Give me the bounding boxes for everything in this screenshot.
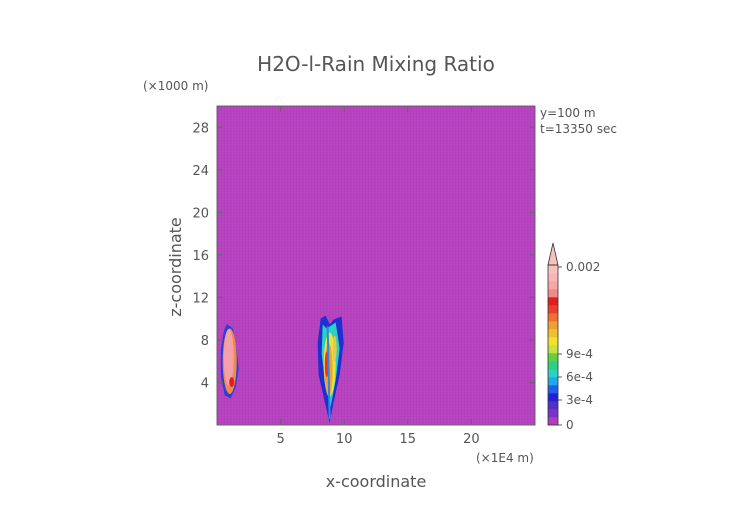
x-tick-label: 20 [463, 432, 480, 447]
colorbar-label: 0 [566, 418, 574, 432]
colorbar-segment [548, 265, 558, 274]
y-tick-label: 12 [192, 291, 209, 306]
colorbar-segment [548, 377, 558, 386]
colorbar-segment [548, 313, 558, 322]
colorbar-segment [548, 321, 558, 330]
colorbar: 0 3e-4 6e-4 9e-4 0.002 [547, 242, 600, 432]
y-unit-label: (×1000 m) [143, 79, 208, 93]
data-features [220, 315, 344, 423]
y-tick-label: 20 [192, 206, 209, 221]
y-axis-label: z-coordinate [166, 217, 185, 317]
feature-left-core [223, 329, 234, 386]
feature-left-peak [229, 377, 235, 388]
colorbar-segment [548, 385, 558, 394]
colorbar-segment [548, 281, 558, 290]
colorbar-segment [548, 305, 558, 314]
colorbar-segment [548, 393, 558, 402]
x-axis-label: x-coordinate [326, 472, 427, 491]
colorbar-label: 9e-4 [566, 347, 593, 361]
colorbar-segment [548, 409, 558, 418]
colorbar-segment [548, 361, 558, 370]
plot-border [216, 105, 536, 426]
colorbar-border [547, 264, 559, 426]
colorbar-segment [548, 345, 558, 354]
colorbar-segment [548, 297, 558, 306]
feature-right-branch [332, 335, 337, 362]
plot-area [216, 105, 536, 426]
y-axis: 4 8 12 16 20 24 28 [192, 121, 535, 391]
y-tick-label: 24 [192, 164, 209, 179]
colorbar-segment [548, 273, 558, 282]
annotation-t: t=13350 sec [540, 122, 617, 136]
colorbar-label: 3e-4 [566, 393, 593, 407]
plot-grid [217, 106, 535, 425]
x-tick-label: 15 [400, 432, 417, 447]
x-axis: 5 10 15 20 [276, 106, 480, 447]
chart-title: H2O-l-Rain Mixing Ratio [257, 52, 495, 76]
x-tick-label: 5 [276, 432, 284, 447]
colorbar-label: 6e-4 [566, 370, 593, 384]
colorbar-segment [548, 337, 558, 346]
colorbar-arrow [547, 242, 559, 266]
y-tick-label: 16 [192, 249, 209, 264]
annotation-y: y=100 m [540, 106, 596, 120]
colorbar-segment [548, 353, 558, 362]
colorbar-segment [548, 401, 558, 410]
y-tick-label: 4 [201, 376, 209, 391]
x-unit-label: (×1E4 m) [476, 451, 534, 465]
colorbar-label: 0.002 [566, 260, 600, 274]
colorbar-segment [548, 329, 558, 338]
colorbar-segment [548, 417, 558, 426]
colorbar-segment [548, 369, 558, 378]
colorbar-segment [548, 289, 558, 298]
x-tick-label: 10 [336, 432, 353, 447]
y-tick-label: 28 [192, 121, 209, 136]
y-tick-label: 8 [201, 334, 209, 349]
feature-right-stem [326, 326, 331, 419]
